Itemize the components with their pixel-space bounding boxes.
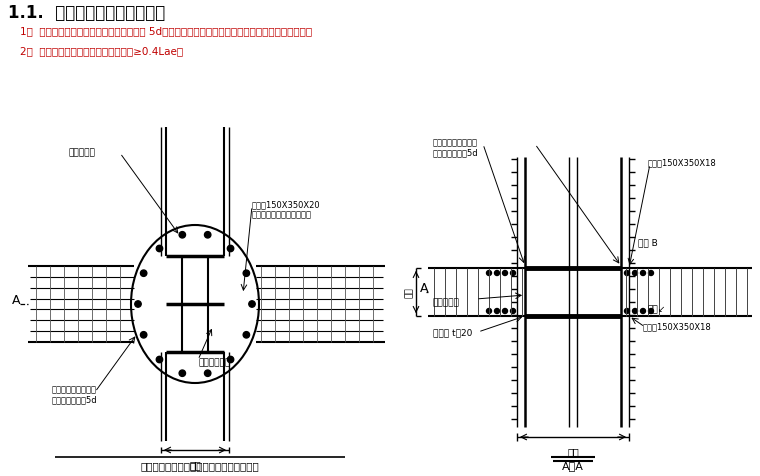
- Text: 余同 B: 余同 B: [638, 238, 657, 247]
- Circle shape: [648, 309, 654, 314]
- Text: 钢牛腿150X350X18: 钢牛腿150X350X18: [643, 321, 712, 330]
- Circle shape: [141, 270, 147, 277]
- Text: 梁宽: 梁宽: [189, 459, 201, 469]
- Circle shape: [502, 271, 508, 276]
- Text: 余同↙: 余同↙: [648, 304, 667, 313]
- Text: 钢牛腿150X350X20
设置定球筋、球筋间距位置: 钢牛腿150X350X20 设置定球筋、球筋间距位置: [252, 199, 321, 219]
- Text: 1.1.  梁纵筋与型钢柱连接方法: 1.1. 梁纵筋与型钢柱连接方法: [8, 4, 165, 22]
- Circle shape: [135, 301, 141, 307]
- Circle shape: [179, 232, 185, 238]
- Circle shape: [511, 309, 515, 314]
- Circle shape: [632, 271, 638, 276]
- Text: 1）  梁纵筋焊于钢牛腿、加劲肋上，双面焊 5d；当有双排筋时，第二排筋焊于钢牛腿或加劲肋下侧；: 1） 梁纵筋焊于钢牛腿、加劲肋上，双面焊 5d；当有双排筋时，第二排筋焊于钢牛腿…: [20, 26, 312, 36]
- Text: 非转换层型钢圆柱与钢筋混凝土梁节点详图: 非转换层型钢圆柱与钢筋混凝土梁节点详图: [141, 460, 259, 470]
- Circle shape: [511, 271, 515, 276]
- Text: 加劲肋 t＝20: 加劲肋 t＝20: [433, 327, 473, 336]
- Circle shape: [249, 301, 255, 307]
- Circle shape: [227, 357, 234, 363]
- Text: 双面焊接于钢牛腿上
焊接长度不小于5d: 双面焊接于钢牛腿上 焊接长度不小于5d: [433, 138, 479, 157]
- Circle shape: [502, 309, 508, 314]
- Circle shape: [157, 246, 163, 252]
- Circle shape: [179, 370, 185, 377]
- Circle shape: [243, 332, 249, 338]
- Circle shape: [227, 246, 234, 252]
- Text: 梁高: 梁高: [405, 287, 414, 298]
- Circle shape: [486, 309, 492, 314]
- Text: A－A: A－A: [562, 460, 584, 470]
- Text: 钢牛腿150X350X18: 钢牛腿150X350X18: [648, 158, 717, 167]
- Circle shape: [495, 309, 499, 314]
- Circle shape: [204, 370, 211, 377]
- Circle shape: [204, 232, 211, 238]
- Circle shape: [632, 309, 638, 314]
- Circle shape: [157, 357, 163, 363]
- Text: A: A: [420, 281, 429, 294]
- Text: A: A: [12, 293, 21, 306]
- Text: 双面焊接于钢牛腿上
焊接长度不小于5d: 双面焊接于钢牛腿上 焊接长度不小于5d: [52, 384, 97, 404]
- Circle shape: [625, 271, 629, 276]
- Circle shape: [641, 271, 645, 276]
- Text: 型钢钢柱截板: 型钢钢柱截板: [198, 357, 230, 366]
- Text: 钢筋通容孔: 钢筋通容孔: [433, 298, 460, 307]
- Circle shape: [486, 271, 492, 276]
- Circle shape: [648, 271, 654, 276]
- Circle shape: [495, 271, 499, 276]
- Circle shape: [641, 309, 645, 314]
- Circle shape: [243, 270, 249, 277]
- Text: 柱宽: 柱宽: [567, 446, 579, 456]
- Text: 2）  梁纵筋弯锚，满足水平段锚固长度≥0.4Lae。: 2） 梁纵筋弯锚，满足水平段锚固长度≥0.4Lae。: [20, 46, 183, 56]
- Circle shape: [141, 332, 147, 338]
- Text: 柱纵筋布置: 柱纵筋布置: [68, 148, 95, 157]
- Circle shape: [625, 309, 629, 314]
